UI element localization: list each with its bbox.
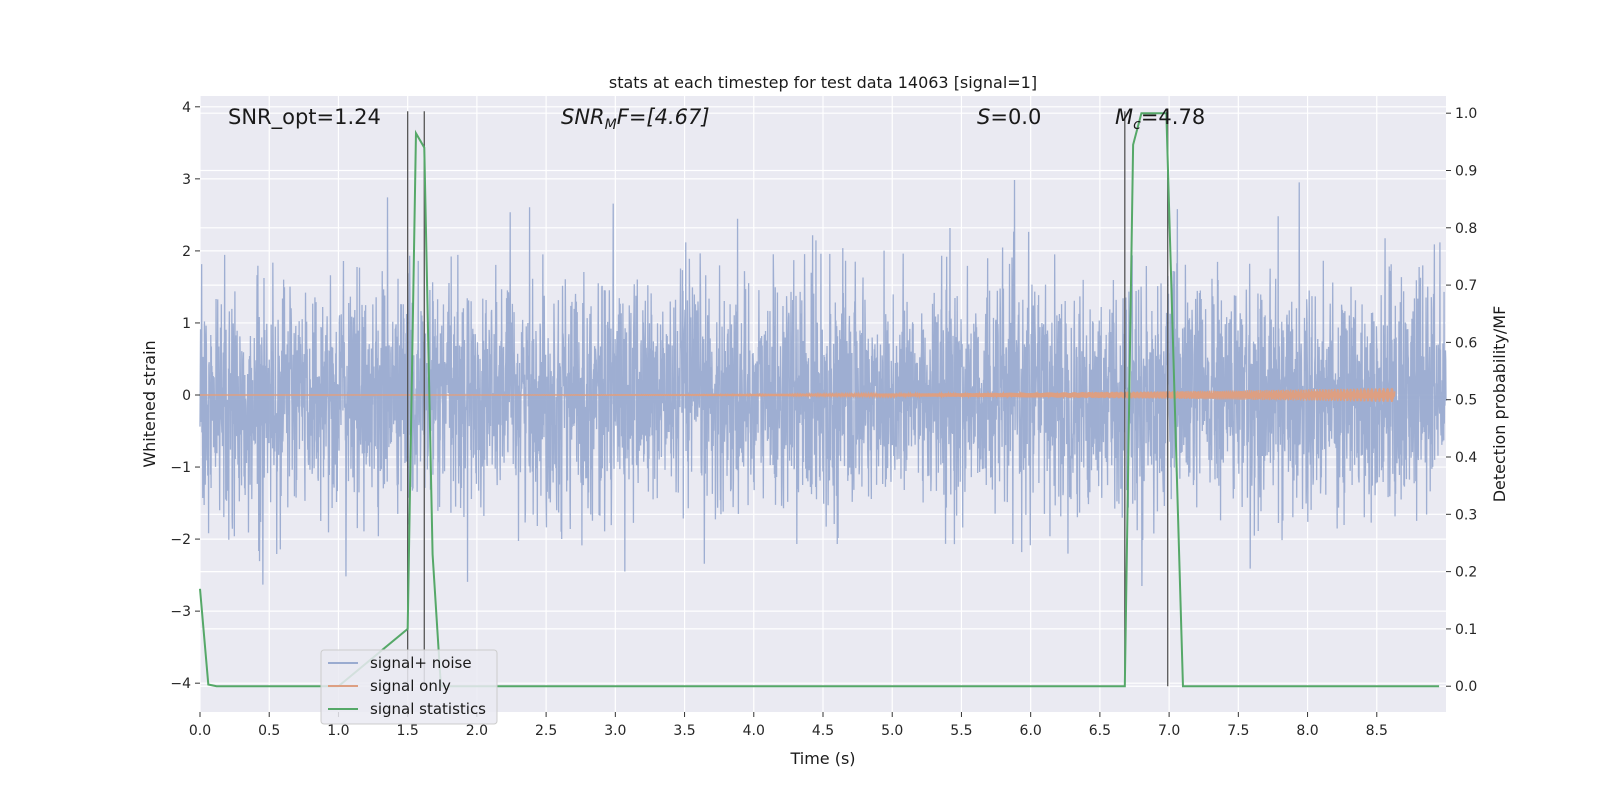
left-tick-label: 3 [182,172,191,188]
right-tick-label: 0.6 [1455,335,1477,351]
x-tick-label: 6.0 [1020,723,1042,739]
right-tick-label: 0.9 [1455,163,1477,179]
right-axis-ticks: 0.0 0.1 0.2 0.3 0.4 0.5 0.6 0.7 0.8 0.9 1.0 [1446,106,1477,695]
left-tick-label: 1 [182,316,191,332]
right-tick-label: 0.2 [1455,565,1477,581]
x-tick-label: 2.0 [466,723,488,739]
right-tick-label: 0.8 [1455,221,1477,237]
annotation-s: S=0.0 [977,105,1041,129]
vertical-markers [407,111,1169,687]
left-tick-label: 2 [182,244,191,260]
x-tick-label: 6.5 [1089,723,1111,739]
right-tick-label: 0.1 [1455,622,1477,638]
legend-label-stats: signal statistics [370,700,486,718]
right-tick-label: 0.7 [1455,278,1477,294]
left-tick-label: −1 [170,460,191,476]
right-tick-label: 0.5 [1455,393,1477,409]
legend-box [320,649,498,725]
x-tick-label: 5.0 [881,723,903,739]
x-tick-label: 3.5 [673,723,695,739]
x-tick-label: 2.5 [535,723,557,739]
x-tick-label: 4.5 [812,723,834,739]
right-axis-label: Detection probability/MF [1490,306,1509,503]
left-tick-label: 0 [182,388,191,404]
x-tick-label: 3.0 [604,723,626,739]
x-tick-label: 8.5 [1366,723,1388,739]
series-signal-only [200,387,1396,403]
legend: signal+ noise signal only signal statist… [320,649,498,725]
left-tick-label: 4 [182,100,191,116]
x-axis-ticks: 0.0 0.5 1.0 1.5 2.0 2.5 3.0 3.5 4.0 4.5 5.0 5.5 6.0 6… [189,712,1388,739]
series-signal-statistics [199,112,1440,688]
legend-label-signal: signal only [370,677,451,695]
right-tick-label: 0.3 [1455,507,1477,523]
stats-line [199,112,1440,688]
left-tick-label: −2 [170,532,191,548]
x-tick-label: 0.5 [258,723,280,739]
x-tick-label: 5.5 [950,723,972,739]
right-tick-label: 0.4 [1455,450,1477,466]
x-tick-label: 1.0 [327,723,349,739]
signal-line [200,387,1396,403]
x-tick-label: 0.0 [189,723,211,739]
x-tick-label: 4.0 [743,723,765,739]
x-tick-label: 8.0 [1296,723,1318,739]
right-tick-label: 0.0 [1455,679,1477,695]
x-axis-label: Time (s) [789,749,855,768]
left-tick-label: −3 [170,604,191,620]
x-tick-label: 7.0 [1158,723,1180,739]
chart-title: stats at each timestep for test data 140… [609,73,1037,92]
x-tick-label: 7.5 [1227,723,1249,739]
left-axis-label: Whitened strain [140,340,159,467]
right-tick-label: 1.0 [1455,106,1477,122]
x-tick-label: 1.5 [397,723,419,739]
annotation-snr-opt: SNR_opt=1.24 [228,105,381,130]
left-axis-ticks: −4 −3 −2 −1 0 1 2 3 4 [170,100,200,692]
annotation-mc: Mc=4.78 [1115,105,1205,133]
left-tick-label: −4 [170,676,191,692]
annotation-snr-mf: SNRMF=[4.67] [561,105,710,133]
legend-label-noise: signal+ noise [370,654,472,672]
